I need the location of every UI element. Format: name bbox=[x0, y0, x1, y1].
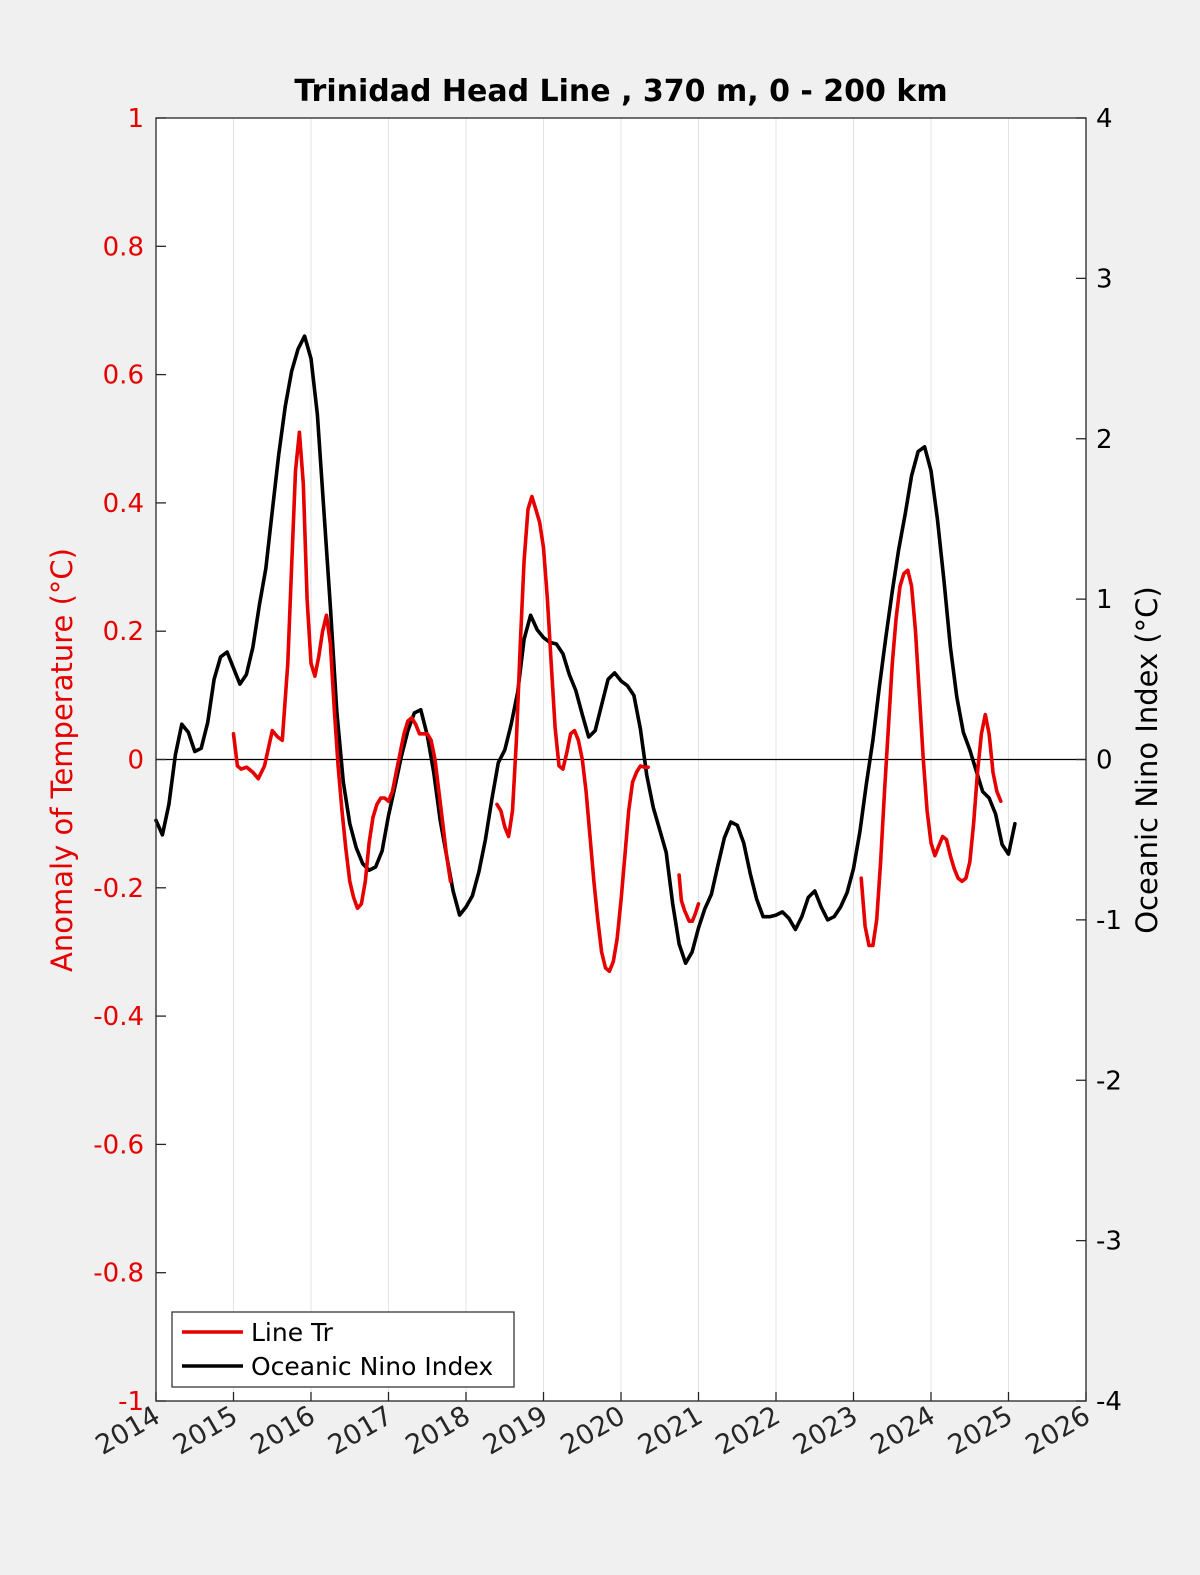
left-tick-label: -1 bbox=[118, 1387, 144, 1417]
line-tr-series-segment-1 bbox=[495, 494, 650, 974]
left-axis-label: Anomaly of Temperature (°C) bbox=[45, 548, 79, 972]
right-tick-label: 2 bbox=[1096, 425, 1113, 455]
right-tick-label: 4 bbox=[1096, 104, 1113, 134]
left-tick-label: 0.6 bbox=[103, 361, 144, 391]
legend-label-line-tr: Line Tr bbox=[251, 1318, 334, 1347]
legend-box bbox=[171, 1311, 515, 1388]
chart-title: Trinidad Head Line , 370 m, 0 - 200 km bbox=[294, 74, 947, 109]
left-tick-label: 0 bbox=[127, 746, 144, 776]
line-tr-series-segment-2 bbox=[677, 873, 701, 924]
right-axis-ticks: 4 3 2 1 0 -1 -2 -3 -4 bbox=[1076, 104, 1122, 1417]
left-axis-ticks: 1 0.8 0.6 0.4 0.2 0 -0.2 -0.4 -0.6 -0.8 -1 bbox=[93, 104, 166, 1417]
right-tick-label: 1 bbox=[1096, 585, 1113, 615]
right-tick-label: -4 bbox=[1096, 1387, 1122, 1417]
oni-series-segment-0 bbox=[154, 334, 1017, 966]
right-tick-label: -1 bbox=[1096, 906, 1122, 936]
line-tr-series-segment-3 bbox=[859, 568, 1003, 948]
right-axis-label: Oceanic Nino Index (°C) bbox=[1130, 586, 1164, 934]
line-tr-series-segment-0 bbox=[231, 430, 453, 911]
left-tick-label: -0.6 bbox=[93, 1130, 144, 1160]
left-tick-label: -0.2 bbox=[93, 874, 144, 904]
right-tick-label: -2 bbox=[1096, 1066, 1122, 1096]
left-tick-label: -0.4 bbox=[93, 1002, 144, 1032]
legend-label-oni: Oceanic Nino Index bbox=[251, 1352, 493, 1381]
right-tick-label: -3 bbox=[1096, 1227, 1122, 1257]
left-tick-label: 0.2 bbox=[103, 617, 144, 647]
left-tick-label: 1 bbox=[127, 104, 144, 134]
left-tick-label: 0.8 bbox=[103, 232, 144, 262]
right-tick-label: 0 bbox=[1096, 746, 1113, 776]
series-lines bbox=[154, 334, 1017, 974]
left-tick-label: 0.4 bbox=[103, 489, 144, 519]
legend: Line Tr Oceanic Nino Index bbox=[171, 1311, 515, 1388]
left-tick-label: -0.8 bbox=[93, 1259, 144, 1289]
right-tick-label: 3 bbox=[1096, 264, 1113, 294]
